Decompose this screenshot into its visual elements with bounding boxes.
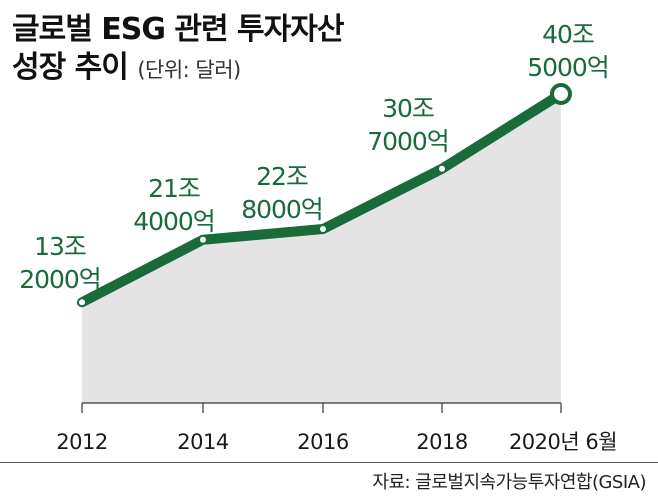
data-label: 7000억 xyxy=(367,127,449,156)
data-label: 21조 xyxy=(148,174,200,203)
chart-title-line1: 글로벌 ESG 관련 투자자산 xyxy=(12,12,344,47)
data-point xyxy=(79,299,85,306)
data-label: 30조 xyxy=(382,94,434,123)
chart-title: 글로벌 ESG 관련 투자자산 xyxy=(12,4,344,48)
x-tick-label: 2016 xyxy=(297,430,349,454)
x-tick-label: 2018 xyxy=(416,430,467,454)
data-label: 2000억 xyxy=(19,265,101,294)
data-label: 5000억 xyxy=(527,53,609,82)
x-tick-label: 2020년 6월 xyxy=(509,430,617,454)
x-tick-label: 2012 xyxy=(56,430,107,454)
data-label: 22조 xyxy=(256,162,308,191)
data-point xyxy=(320,226,326,233)
data-label: 40조 xyxy=(542,20,594,49)
source-divider xyxy=(0,462,658,463)
chart-unit: (단위: 달러) xyxy=(137,58,241,82)
chart-title-second-line: 성장 추이 (단위: 달러) xyxy=(12,42,241,86)
data-label: 4000억 xyxy=(133,207,215,236)
plot-area: 2012 2014 2016 2018 2020년 6월 13조 2000억 21조 4000억… xyxy=(19,20,617,454)
chart-title-line2: 성장 추이 xyxy=(12,50,129,85)
source-note: 자료: 글로벌지속가능투자연합(GSIA) xyxy=(372,472,646,493)
data-label: 8000억 xyxy=(241,195,323,224)
data-point xyxy=(200,236,206,243)
x-tick-label: 2014 xyxy=(177,430,229,454)
data-point xyxy=(439,165,445,172)
data-label: 13조 xyxy=(34,232,86,261)
data-point-highlight xyxy=(550,82,572,105)
